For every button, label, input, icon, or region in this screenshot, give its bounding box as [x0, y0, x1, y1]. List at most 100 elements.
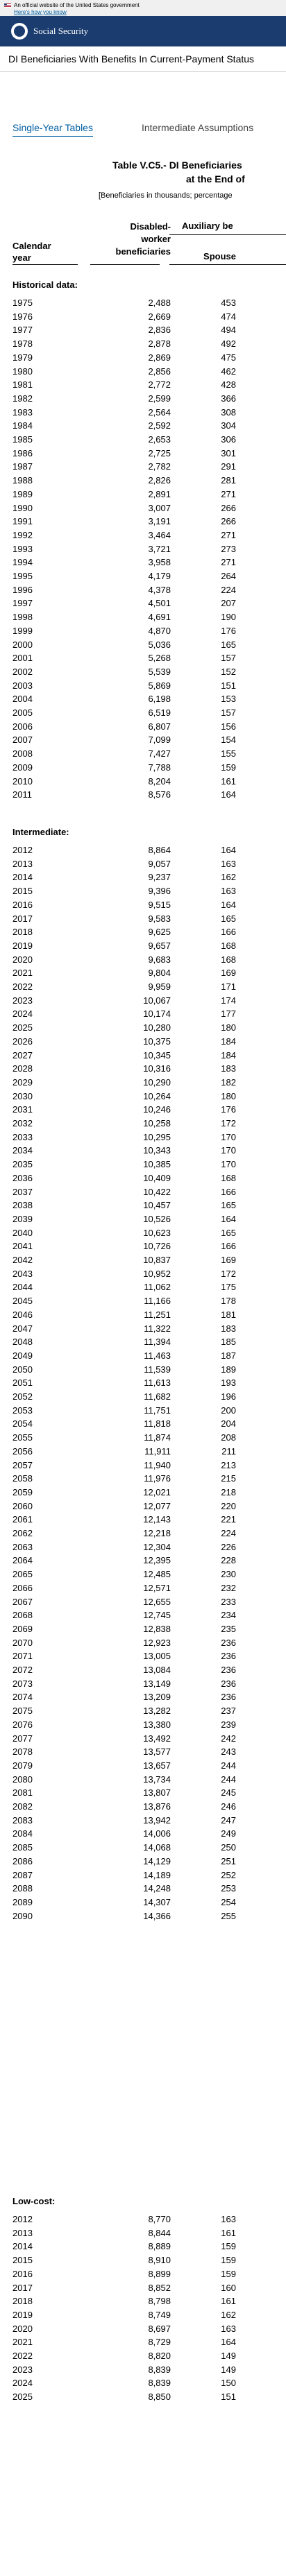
cell-disabled-worker: 14,248	[143, 1883, 171, 1894]
cell-spouse: 266	[221, 502, 236, 513]
table-row: 2040 10,623 165	[12, 1228, 286, 1239]
cell-spouse: 166	[221, 1186, 236, 1197]
cell-year: 2079	[12, 1760, 33, 1771]
cell-year: 2055	[12, 1432, 33, 1443]
cell-year: 1985	[12, 434, 33, 445]
cell-disabled-worker: 9,515	[148, 899, 171, 910]
table-row: 2025 8,850 151	[12, 2392, 286, 2403]
cell-year: 2017	[12, 2282, 33, 2293]
table-row: 2023 8,839 149	[12, 2364, 286, 2376]
table-row: 2082 13,876 246	[12, 1801, 286, 1813]
table-row: 2069 12,838 235	[12, 1624, 286, 1635]
cell-disabled-worker: 9,959	[148, 981, 171, 992]
cell-disabled-worker: 8,576	[148, 789, 171, 800]
table-row: 2018 9,625 166	[12, 927, 286, 938]
cell-disabled-worker: 7,099	[148, 735, 171, 746]
table-row: 2014 9,237 162	[12, 872, 286, 884]
cell-year: 2089	[12, 1896, 33, 1907]
cell-disabled-worker: 9,583	[148, 913, 171, 924]
cell-year: 2012	[12, 2214, 33, 2224]
table-row: 2030 10,264 180	[12, 1091, 286, 1103]
cell-spouse: 183	[221, 1323, 236, 1334]
cell-year: 1979	[12, 352, 33, 363]
cell-year: 2048	[12, 1337, 33, 1348]
cell-year: 2083	[12, 1814, 33, 1826]
column-group-rule	[169, 234, 286, 235]
cell-spouse: 151	[221, 680, 236, 691]
cell-spouse: 166	[221, 927, 236, 938]
cell-year: 2041	[12, 1241, 33, 1252]
cell-disabled-worker: 10,375	[143, 1036, 171, 1047]
cell-disabled-worker: 12,021	[143, 1486, 171, 1497]
table-row: 2021 8,729 164	[12, 2337, 286, 2349]
site-name[interactable]: Social Security	[33, 26, 89, 36]
cell-disabled-worker: 8,770	[148, 2214, 171, 2224]
cell-disabled-worker: 12,485	[143, 1569, 171, 1580]
cell-spouse: 253	[221, 1883, 236, 1894]
heres-how-you-know-link[interactable]: Here's how you know	[14, 9, 67, 15]
table-row: 2044 11,062 175	[12, 1282, 286, 1294]
tab-single-year-tables[interactable]: Single-Year Tables	[12, 122, 93, 137]
table-row: 2061 12,143 221	[12, 1514, 286, 1526]
table-row: 2067 12,655 233	[12, 1597, 286, 1608]
cell-year: 2077	[12, 1733, 33, 1744]
section-label: Low-cost:	[12, 2196, 56, 2206]
cell-year: 1976	[12, 311, 33, 322]
table-row: 1988 2,826 281	[12, 475, 286, 487]
cell-disabled-worker: 12,077	[143, 1500, 171, 1511]
cell-year: 2018	[12, 927, 33, 938]
table-row: 2053 11,751 200	[12, 1405, 286, 1417]
cell-year: 1977	[12, 325, 33, 336]
cell-year: 1989	[12, 488, 33, 499]
cell-year: 2047	[12, 1323, 33, 1334]
cell-disabled-worker: 14,129	[143, 1855, 171, 1866]
table-row: 2039 10,526 164	[12, 1214, 286, 1226]
cell-year: 2009	[12, 762, 33, 773]
table-row: 1978 2,878 492	[12, 338, 286, 350]
table-row: 2006 6,807 156	[12, 721, 286, 733]
cell-year: 1983	[12, 406, 33, 418]
table-row: 2023 10,067 174	[12, 995, 286, 1007]
table-caption-line2: at the End of	[186, 173, 245, 184]
cell-disabled-worker: 11,940	[144, 1459, 171, 1470]
table-row: 1989 2,891 271	[12, 489, 286, 501]
cell-year: 2046	[12, 1309, 33, 1320]
cell-spouse: 153	[221, 694, 236, 705]
table-row: 1999 4,870 176	[12, 626, 286, 637]
cell-year: 1992	[12, 529, 33, 540]
cell-year: 1997	[12, 598, 33, 609]
table-row: 2077 13,492 242	[12, 1733, 286, 1745]
table-caption-line1: Table V.C5.- DI Beneficiaries	[112, 160, 242, 171]
cell-disabled-worker: 2,725	[148, 447, 171, 458]
cell-disabled-worker: 8,910	[148, 2255, 171, 2266]
cell-disabled-worker: 10,837	[143, 1255, 171, 1265]
table-row: 2063 12,304 226	[12, 1542, 286, 1554]
cell-spouse: 168	[221, 954, 236, 965]
page-title: DI Beneficiaries With Benefits In Curren…	[0, 46, 286, 72]
cell-disabled-worker: 10,409	[143, 1172, 171, 1183]
cell-spouse: 149	[221, 2364, 236, 2375]
table-row: 2034 10,343 170	[12, 1145, 286, 1157]
ssa-logo-icon[interactable]	[11, 23, 28, 40]
cell-disabled-worker: 2,669	[148, 311, 171, 322]
cell-year: 1999	[12, 625, 33, 636]
table-row: 2011 8,576 164	[12, 789, 286, 801]
cell-disabled-worker: 2,772	[148, 379, 171, 390]
tab-intermediate-assumptions[interactable]: Intermediate Assumptions	[141, 122, 254, 133]
table-row: 2020 9,683 168	[12, 954, 286, 966]
table-row: 2021 9,804 169	[12, 968, 286, 979]
cell-disabled-worker: 13,209	[143, 1692, 171, 1703]
cell-spouse: 150	[221, 2378, 236, 2389]
table-row: 2048 11,394 185	[12, 1337, 286, 1348]
cell-spouse: 236	[221, 1665, 236, 1675]
cell-spouse: 301	[221, 447, 236, 458]
cell-disabled-worker: 3,958	[148, 557, 171, 568]
table-row: 2042 10,837 169	[12, 1255, 286, 1266]
cell-year: 2024	[12, 1008, 33, 1020]
table-row: 2018 8,798 161	[12, 2296, 286, 2308]
table-row: 2016 9,515 164	[12, 900, 286, 911]
cell-spouse: 281	[221, 475, 236, 486]
cell-disabled-worker: 13,734	[143, 1774, 171, 1785]
cell-year: 2020	[12, 2323, 33, 2334]
cell-disabled-worker: 10,280	[143, 1022, 171, 1033]
